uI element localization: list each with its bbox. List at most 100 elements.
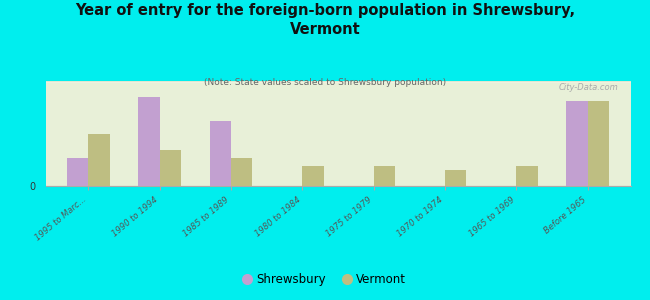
Bar (46, 81, 630, 82)
Bar (46, 82, 630, 83)
Bar (46, 82, 630, 83)
Bar (46, 82, 630, 83)
Bar (46, 81, 630, 82)
Text: Year of entry for the foreign-born population in Shrewsbury,
Vermont: Year of entry for the foreign-born popul… (75, 3, 575, 37)
Bar (46, 82, 630, 83)
Bar (46, 82, 630, 83)
Bar (46, 82, 630, 83)
Bar (46, 81, 630, 82)
Bar (46, 82, 630, 83)
Bar (46, 82, 630, 83)
Bar (46, 82, 630, 83)
Bar (46, 82, 630, 83)
Bar (46, 81, 630, 82)
Bar (46, 81, 630, 83)
Bar (46, 82, 630, 83)
Bar (46, 82, 630, 83)
Bar (67, 158, 88, 186)
Bar (46, 82, 630, 83)
Bar (46, 81, 630, 82)
Bar (46, 82, 630, 83)
Bar (46, 82, 630, 83)
Bar (46, 81, 630, 83)
Bar (374, 166, 395, 186)
Bar (209, 122, 231, 186)
Bar (46, 81, 630, 82)
Bar (46, 81, 630, 83)
Bar (46, 82, 630, 83)
Bar (46, 82, 630, 83)
Bar (46, 82, 630, 83)
Bar (46, 82, 630, 83)
Bar (46, 81, 630, 82)
Bar (46, 81, 630, 83)
Bar (46, 82, 630, 83)
Bar (46, 81, 630, 82)
Bar (46, 82, 630, 83)
Bar (160, 150, 181, 186)
Bar (46, 81, 630, 82)
Bar (46, 82, 630, 83)
Bar (46, 81, 630, 83)
Bar (46, 81, 630, 82)
Bar (46, 81, 630, 82)
Bar (46, 81, 630, 83)
Bar (231, 158, 252, 186)
Bar (46, 82, 630, 83)
Bar (46, 82, 630, 83)
Bar (46, 82, 630, 83)
Bar (46, 81, 630, 82)
Bar (46, 81, 630, 83)
Bar (46, 82, 630, 83)
Bar (46, 81, 630, 82)
Bar (445, 170, 467, 186)
Bar (46, 81, 630, 83)
Bar (46, 81, 630, 82)
Bar (46, 81, 630, 82)
Bar (46, 81, 630, 82)
Bar (46, 81, 630, 82)
Bar (46, 82, 630, 83)
Bar (46, 82, 630, 83)
Bar (46, 81, 630, 82)
Bar (88, 134, 110, 186)
Bar (46, 81, 630, 83)
Bar (46, 82, 630, 83)
Bar (46, 81, 630, 83)
Bar (566, 101, 588, 186)
Bar (46, 81, 630, 82)
Bar (46, 82, 630, 83)
Bar (46, 81, 630, 83)
Bar (46, 81, 630, 82)
Bar (46, 82, 630, 83)
Bar (46, 82, 630, 83)
Bar (46, 82, 630, 83)
Bar (46, 81, 630, 82)
Bar (46, 82, 630, 83)
Bar (46, 82, 630, 83)
Bar (46, 82, 630, 83)
Bar (46, 82, 630, 83)
Bar (46, 82, 630, 83)
Bar (46, 82, 630, 83)
Bar (46, 82, 630, 83)
Text: City-Data.com: City-Data.com (559, 83, 619, 92)
Bar (46, 82, 630, 83)
Bar (46, 82, 630, 83)
Bar (46, 81, 630, 83)
Bar (46, 82, 630, 83)
Bar (46, 82, 630, 83)
Bar (46, 82, 630, 83)
Bar (46, 81, 630, 82)
Bar (46, 82, 630, 83)
Bar (46, 81, 630, 82)
Bar (46, 81, 630, 82)
Bar (46, 82, 630, 83)
Text: (Note: State values scaled to Shrewsbury population): (Note: State values scaled to Shrewsbury… (204, 78, 446, 87)
Bar (46, 82, 630, 83)
Bar (46, 81, 630, 82)
Bar (46, 81, 630, 82)
Bar (302, 166, 324, 186)
Bar (46, 81, 630, 82)
Bar (46, 82, 630, 83)
